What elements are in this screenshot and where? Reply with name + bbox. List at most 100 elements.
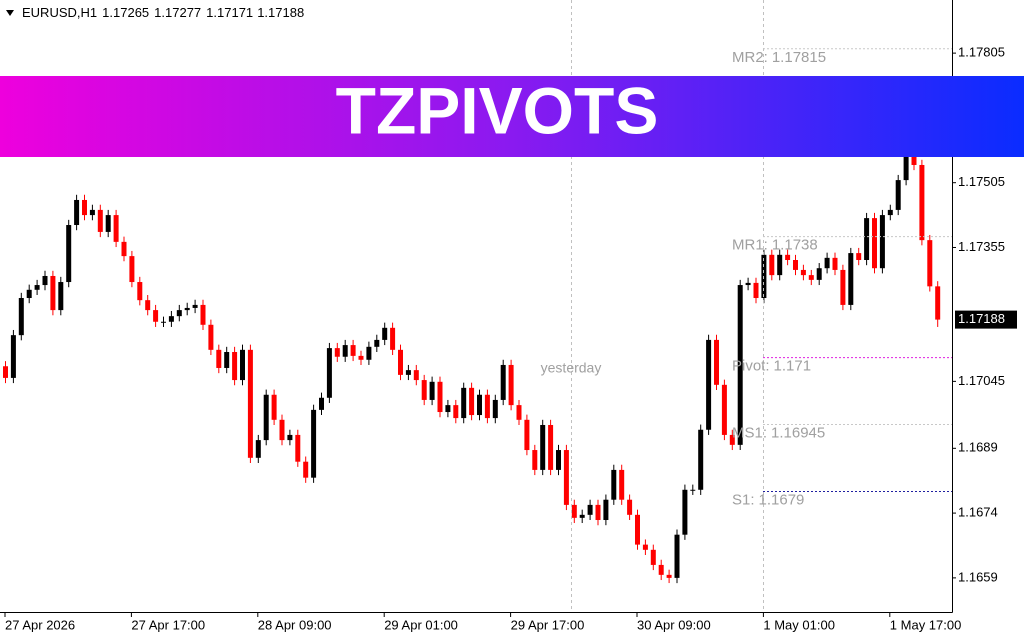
candle-body: [82, 199, 87, 216]
pivot-value: 1.1679: [759, 491, 805, 508]
candle-body: [342, 345, 348, 357]
candle-body: [658, 564, 664, 575]
candle-body: [674, 534, 680, 578]
pivot-name: MS1:: [732, 425, 767, 442]
candle-body: [832, 257, 838, 270]
candle-body: [524, 419, 530, 451]
candle-body: [42, 275, 48, 286]
candle-body: [492, 399, 498, 419]
candle-body: [437, 381, 443, 413]
candle-body: [413, 370, 419, 381]
y-tick-label: 1.17505: [958, 174, 1005, 189]
y-tick-label: 1.1689: [958, 440, 998, 455]
candle-body: [769, 254, 775, 276]
candle-body: [105, 215, 111, 232]
x-tick-label: 30 Apr 09:00: [637, 617, 711, 632]
candle-body: [18, 298, 24, 336]
candle-body: [3, 366, 8, 378]
candle-body: [358, 355, 364, 360]
x-tick-label: 27 Apr 17:00: [131, 617, 205, 632]
y-tick-label: 1.1659: [958, 569, 998, 584]
candle-body: [935, 286, 941, 320]
candle-body: [350, 345, 356, 356]
candle-body: [563, 450, 569, 505]
candle-body: [793, 260, 798, 270]
candle-body: [729, 434, 735, 445]
candle-body: [50, 275, 56, 311]
banner-title: TZPIVOTS: [336, 73, 659, 147]
candle-body: [398, 349, 403, 375]
candle-body: [208, 324, 214, 350]
pivot-value: 1.17815: [772, 49, 826, 66]
candle-body: [753, 282, 759, 299]
banner: [0, 76, 1024, 157]
candle-body: [319, 397, 324, 410]
candle-body: [887, 209, 893, 216]
candle-body: [374, 339, 380, 347]
candle-body: [540, 424, 546, 470]
header-open: 1.17265: [102, 5, 149, 20]
candle-body: [785, 254, 791, 261]
annotation: yesterday: [541, 360, 602, 376]
candle-body: [153, 310, 159, 322]
candle-body: [927, 240, 933, 287]
x-tick-label: 29 Apr 17:00: [511, 617, 585, 632]
candle-body: [698, 429, 704, 490]
pivot-value: 1.16945: [771, 425, 825, 442]
candle-body: [224, 351, 230, 368]
candle-body: [390, 327, 396, 350]
candle-body: [184, 307, 190, 311]
candle-body: [690, 489, 696, 491]
pivot-name: S1:: [732, 491, 755, 508]
y-tick-label: 1.17045: [958, 373, 1005, 388]
x-tick-label: 27 Apr 2026: [5, 617, 75, 632]
candle-body: [548, 424, 554, 470]
candle-body: [121, 241, 127, 257]
candle-body: [66, 225, 72, 283]
x-tick-label: 1 May 17:00: [890, 617, 962, 632]
candle-body: [89, 209, 95, 216]
candle-body: [595, 504, 601, 521]
candle-body: [129, 256, 135, 283]
candle-body: [611, 469, 617, 500]
price-marker: [955, 310, 1017, 329]
candle-body: [745, 282, 751, 286]
candle-body: [334, 348, 340, 357]
candle-body: [872, 218, 877, 269]
candle-body: [137, 282, 143, 301]
candle-body: [295, 434, 301, 462]
candle-body: [650, 549, 656, 565]
pivot-name: MR1:: [732, 237, 768, 254]
y-tick-label: 1.1674: [958, 505, 998, 520]
candle-body: [484, 394, 490, 419]
candle-body: [382, 327, 388, 340]
candle-body: [255, 440, 261, 458]
candle-body: [303, 461, 309, 478]
candle-body: [619, 469, 625, 500]
candle-body: [58, 282, 64, 311]
candle-body: [279, 419, 285, 441]
candle-body: [10, 335, 16, 378]
pivot-name: Pivot:: [732, 358, 770, 375]
candle-body: [405, 370, 411, 375]
candle-body: [532, 450, 538, 470]
candle-body: [516, 405, 522, 420]
pivot-value: 1.171: [774, 358, 812, 375]
candle-body: [176, 310, 182, 317]
candle-body: [421, 380, 427, 400]
candle-body: [706, 339, 712, 430]
menu-arrow[interactable]: [6, 10, 14, 16]
candle-body: [271, 394, 277, 420]
header-low: 1.17171: [206, 5, 253, 20]
candle-body: [247, 349, 253, 458]
candle-body: [737, 285, 743, 445]
candle-body: [800, 269, 806, 276]
candle-body: [556, 450, 561, 470]
candle-body: [240, 349, 245, 381]
x-tick-label: 29 Apr 01:00: [384, 617, 458, 632]
candle-body: [168, 316, 174, 322]
candle-body: [879, 215, 885, 269]
pivot-label: MR2: 1.17815: [732, 49, 826, 66]
